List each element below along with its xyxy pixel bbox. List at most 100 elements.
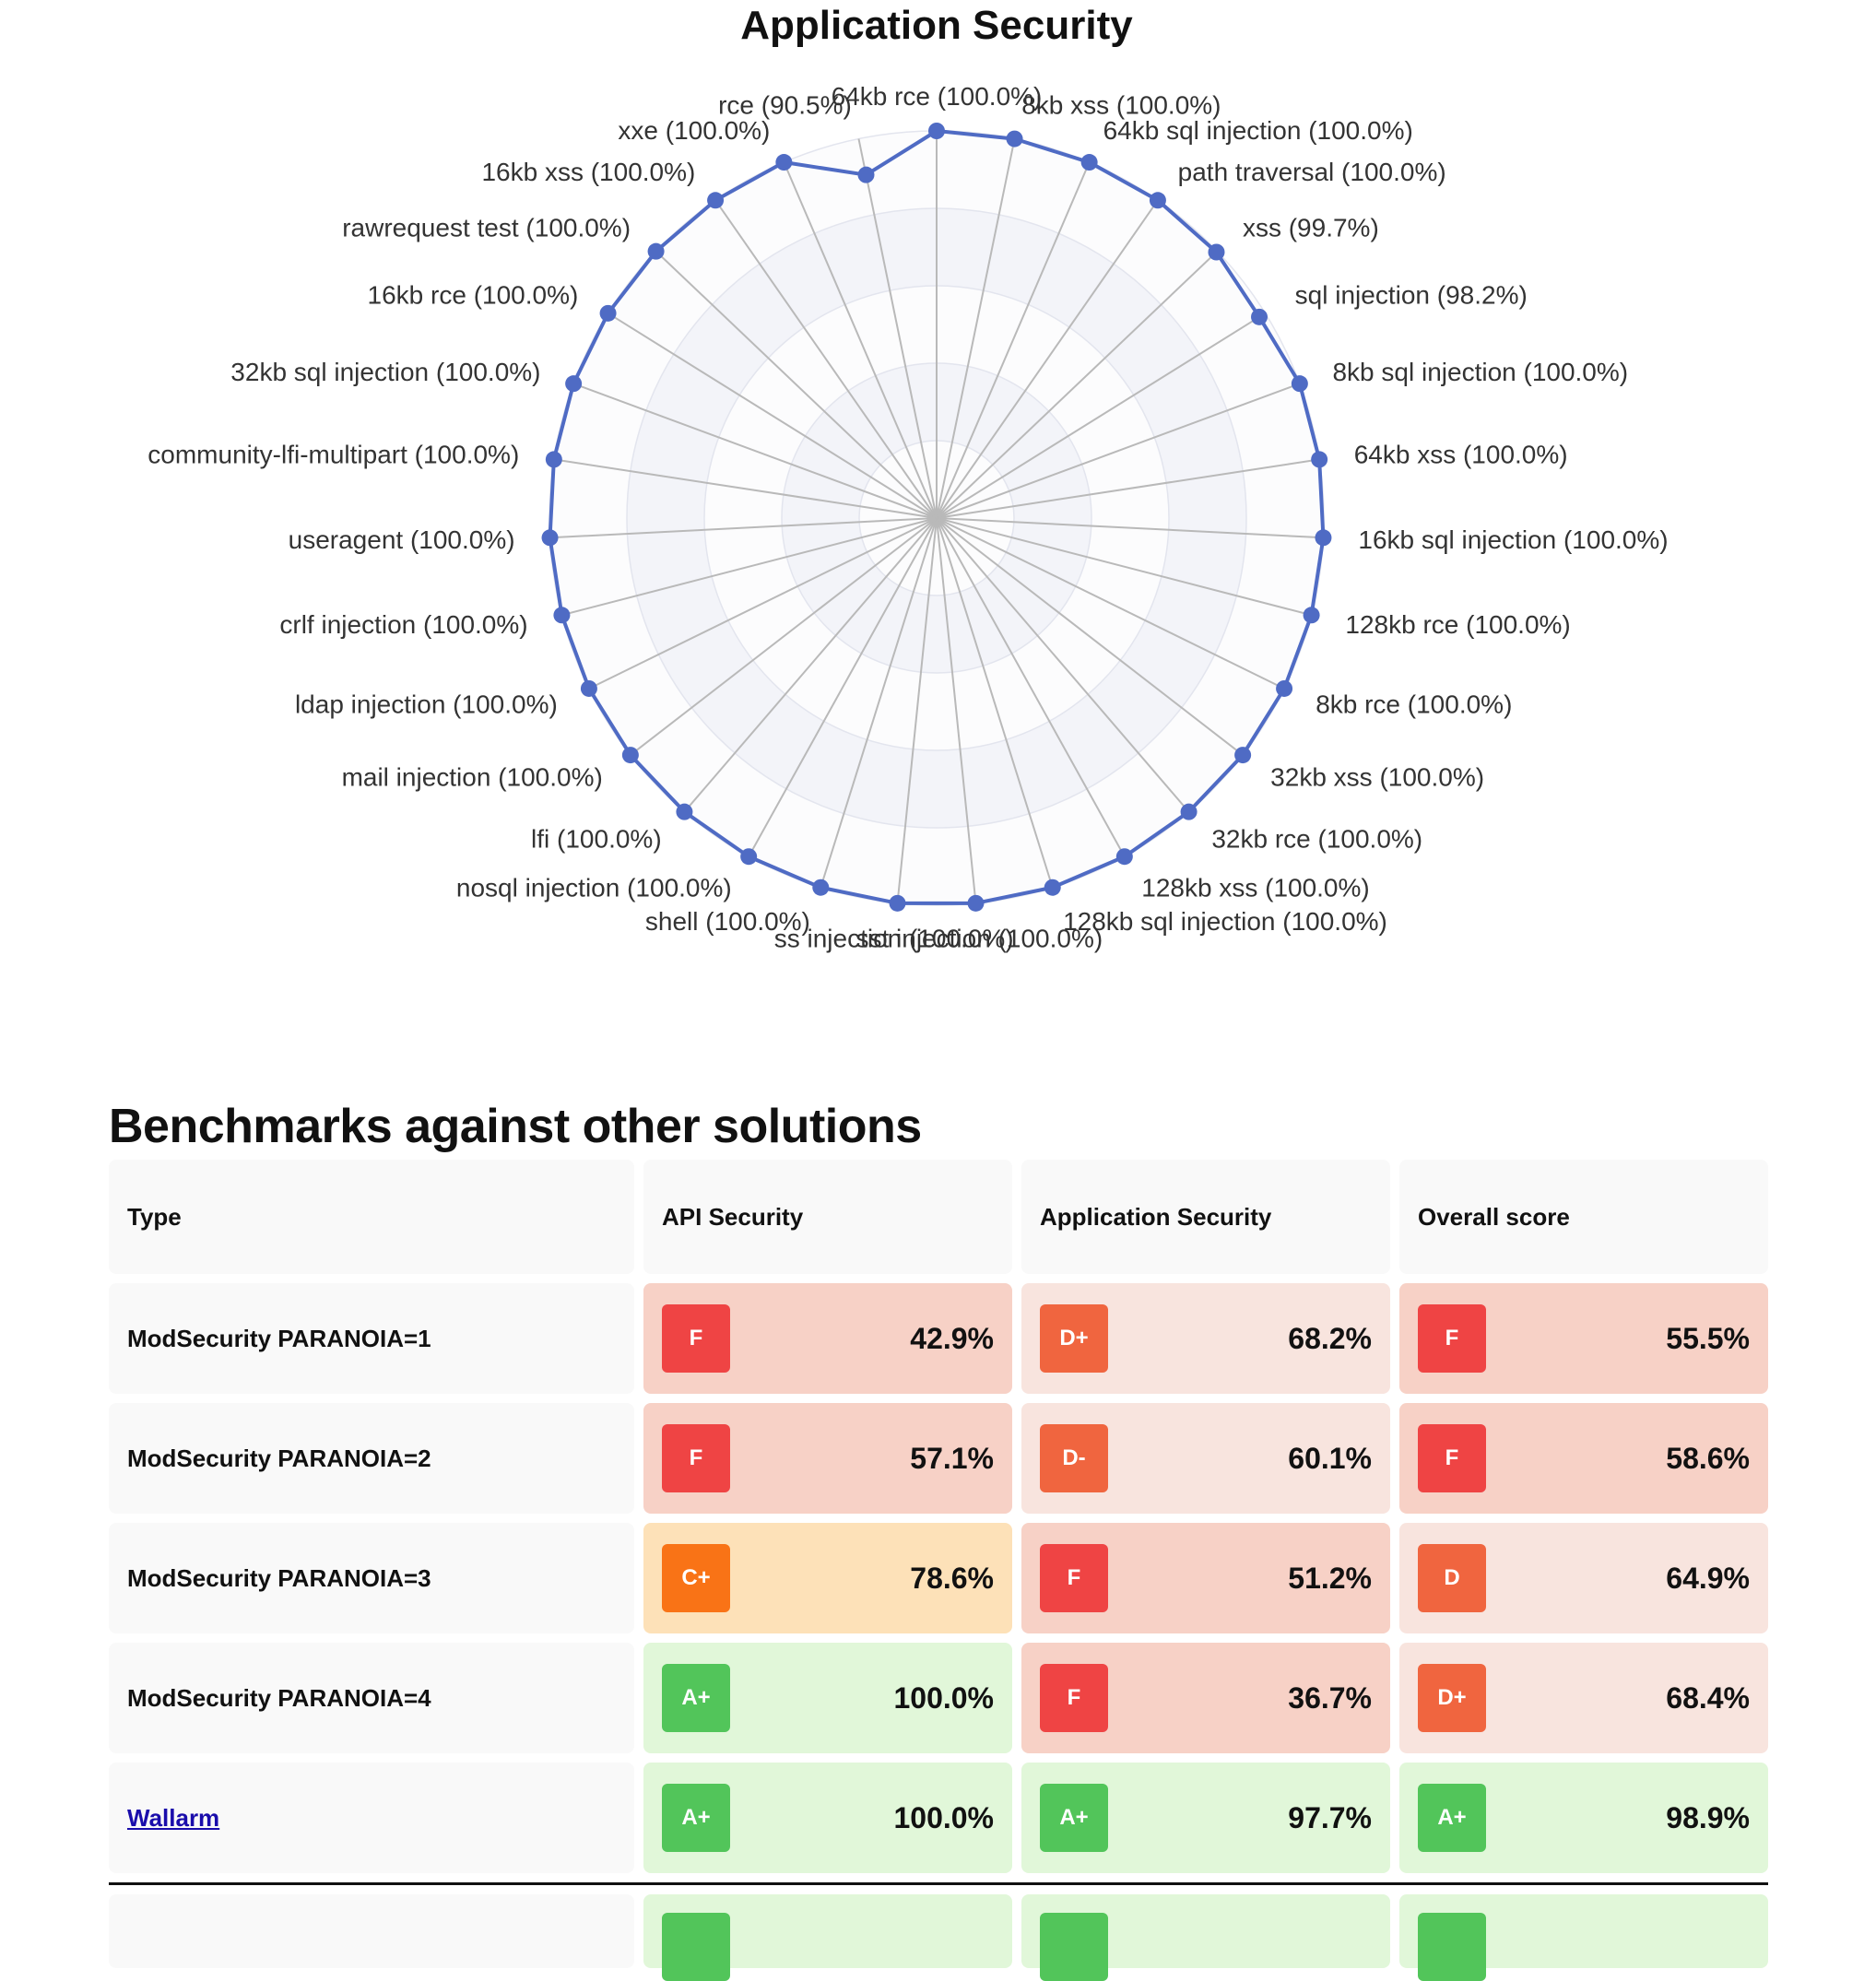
table-row: ModSecurity PARANOIA=4 A+ 100.0% F 36.7% D+ 68…: [109, 1643, 1768, 1753]
solution-name: ModSecurity PARANOIA=4: [127, 1683, 431, 1712]
radar-point: [1315, 529, 1332, 547]
radar-spoke: [936, 250, 1219, 519]
radar-spoke: [936, 517, 1190, 813]
radar-axis-label: 64kb sql injection (100.0%): [1103, 116, 1413, 145]
score-percent: 36.7%: [1288, 1680, 1372, 1715]
radar-point: [1291, 375, 1308, 393]
radar-spoke: [549, 517, 938, 539]
radar-spoke: [820, 517, 938, 889]
radar-point: [541, 529, 559, 547]
grade-badge: F: [1418, 1304, 1486, 1373]
radar-point: [1044, 878, 1061, 896]
score-percent: 64.9%: [1666, 1561, 1750, 1595]
radar-axis-label: 128kb xss (100.0%): [1141, 873, 1369, 902]
score-cell: A+ 100.0%: [643, 1763, 1012, 1873]
radar-spoke: [936, 312, 1266, 519]
grade-badge: D+: [1418, 1664, 1486, 1732]
radar-spoke: [748, 517, 938, 857]
row-type-cell: ModSecurity PARANOIA=2: [109, 1403, 634, 1514]
table-row: [109, 1894, 1768, 1981]
radar-axis-label: path traversal (100.0%): [1178, 158, 1446, 186]
table-header-row: Type API Security Application Security O…: [109, 1160, 1768, 1274]
score-cell: F 58.6%: [1399, 1403, 1768, 1514]
radar-axis-label: community-lfi-multipart (100.0%): [147, 441, 519, 469]
radar-point: [775, 154, 793, 171]
radar-spoke: [857, 138, 938, 519]
score-cell: D+ 68.4%: [1399, 1643, 1768, 1753]
header-api-security: API Security: [643, 1160, 1012, 1274]
radar-axis-label: nosql injection (100.0%): [456, 873, 732, 902]
radar-point: [889, 894, 906, 912]
benchmarks-table: Type API Security Application Security O…: [109, 1160, 1768, 1981]
radar-axis-label: rawrequest test (100.0%): [342, 213, 631, 242]
radar-point: [740, 848, 758, 866]
radar-point: [1311, 451, 1328, 468]
score-percent: 58.6%: [1666, 1441, 1750, 1475]
radar-spoke: [588, 517, 938, 690]
radar-axis-label: rce (90.5%): [718, 90, 852, 119]
score-cell: A+ 100.0%: [643, 1643, 1012, 1753]
score-cell: A+ 98.9%: [1399, 1763, 1768, 1873]
score-percent: 57.1%: [910, 1441, 994, 1475]
radar-point: [1149, 192, 1166, 209]
radar-point: [1115, 848, 1133, 866]
radar-spoke: [896, 517, 938, 903]
grade-badge: D-: [1040, 1424, 1108, 1492]
solution-name: ModSecurity PARANOIA=1: [127, 1324, 431, 1352]
radar-point: [928, 123, 945, 139]
score-cell: [643, 1894, 1012, 1981]
grade-badge: [1418, 1913, 1486, 1981]
score-cell: F 42.9%: [643, 1283, 1012, 1394]
score-cell: [1399, 1894, 1768, 1981]
radar-point: [676, 803, 693, 820]
radar-series: [541, 123, 1332, 912]
score-cell: D- 60.1%: [1021, 1403, 1390, 1514]
grade-badge: A+: [1040, 1784, 1108, 1852]
radar-spoke: [936, 199, 1159, 519]
radar-axis-label: xxe (100.0%): [618, 116, 770, 145]
grade-badge: F: [1418, 1424, 1486, 1492]
radar-point: [812, 878, 830, 896]
radar-point: [553, 607, 571, 624]
radar-point: [857, 166, 875, 183]
header-application-security: Application Security: [1021, 1160, 1390, 1274]
radar-spoke: [655, 250, 938, 519]
radar-axis-label: 16kb xss (100.0%): [481, 158, 695, 186]
radar-axis-label: 32kb rce (100.0%): [1211, 825, 1422, 854]
grade-badge: [662, 1913, 730, 1981]
radar-axis-label: 8kb xss (100.0%): [1021, 90, 1221, 119]
score-percent: 100.0%: [893, 1680, 994, 1715]
radar-axis-label: 128kb sql injection (100.0%): [1063, 907, 1387, 936]
table-row: ModSecurity PARANOIA=1 F 42.9% D+ 68.2% F 55.5…: [109, 1283, 1768, 1394]
grade-badge: F: [662, 1424, 730, 1492]
solution-name: ModSecurity PARANOIA=2: [127, 1444, 431, 1472]
score-percent: 55.5%: [1666, 1321, 1750, 1355]
radar-chart: Application Security 64kb rce (100.0%)8k…: [147, 3, 1668, 953]
row-type-cell: ModSecurity PARANOIA=3: [109, 1523, 634, 1633]
radar-spoke: [783, 161, 938, 519]
radar-spoke: [936, 517, 1312, 617]
solution-link[interactable]: Wallarm: [127, 1803, 220, 1832]
header-type: Type: [109, 1160, 634, 1274]
radar-series-line: [548, 129, 1326, 905]
radar-axis-label: 8kb sql injection (100.0%): [1332, 358, 1628, 386]
solution-name: ModSecurity PARANOIA=3: [127, 1563, 431, 1592]
radar-axis-label: sst injection (100.0%): [855, 925, 1103, 953]
radar-point: [1251, 308, 1268, 325]
header-overall-score: Overall score: [1399, 1160, 1768, 1274]
score-percent: 68.4%: [1666, 1680, 1750, 1715]
grade-badge: A+: [1418, 1784, 1486, 1852]
score-cell: D 64.9%: [1399, 1523, 1768, 1633]
radar-spoke: [936, 517, 1285, 690]
grade-badge: F: [662, 1304, 730, 1373]
radar-axis-label: crlf injection (100.0%): [279, 610, 527, 639]
score-cell: F 51.2%: [1021, 1523, 1390, 1633]
table-row: ModSecurity PARANOIA=2 F 57.1% D- 60.1% F 58.6…: [109, 1403, 1768, 1514]
radar-spoke: [936, 517, 1126, 857]
grade-badge: A+: [662, 1784, 730, 1852]
radar-point: [1180, 803, 1198, 820]
grade-badge: F: [1040, 1544, 1108, 1612]
radar-point: [1080, 154, 1098, 171]
radar-axis-label: ss injection (100.0%): [774, 925, 1014, 953]
table-row: Wallarm A+ 100.0% A+ 97.7% A+ 98.9%: [109, 1763, 1768, 1873]
